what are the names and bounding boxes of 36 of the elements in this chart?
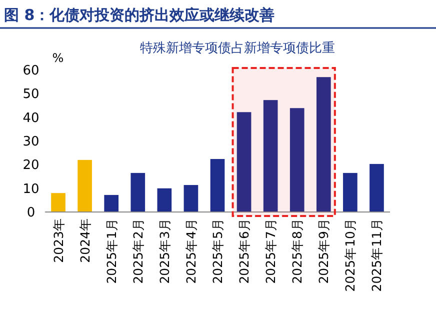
bar [263, 100, 278, 212]
bar [316, 77, 331, 212]
y-tick-label: 20 [22, 158, 40, 174]
x-tick-label: 2025年5月 [210, 218, 225, 284]
x-tick-label: 2025年6月 [236, 218, 252, 284]
x-tick-label: 2025年1月 [104, 218, 119, 284]
x-tick-label: 2025年2月 [130, 218, 146, 284]
x-tick-label: 2025年9月 [316, 218, 332, 284]
y-tick-label: 10 [22, 182, 40, 197]
x-tick-label: 2025年4月 [183, 218, 198, 284]
bar [370, 164, 384, 212]
y-tick-label: 60 [22, 64, 40, 78]
bar [290, 108, 304, 212]
y-tick-label: 30 [22, 134, 40, 150]
bar [78, 160, 92, 212]
x-tick-label: 2025年7月 [263, 218, 278, 284]
y-tick-label: 40 [22, 110, 40, 126]
x-tick-label: 2024年 [77, 218, 92, 263]
bar [210, 158, 225, 212]
bar [236, 112, 252, 212]
y-tick-label: 50 [22, 87, 40, 102]
chart-subtitle: 特殊新增专项债占新增专项债比重 [140, 41, 335, 56]
y-axis-title: % [52, 51, 64, 65]
x-tick-label: 2025年11月 [369, 218, 384, 292]
bar [130, 172, 146, 212]
bar [184, 185, 198, 212]
bar [343, 172, 358, 212]
bar [51, 193, 66, 212]
y-tick-label: 0 [26, 206, 36, 220]
x-tick-label: 2023年 [50, 218, 66, 263]
bar [104, 194, 119, 212]
x-tick-label: 2025年8月 [290, 218, 305, 284]
chart-title: 图 8：化债对投资的挤出效应或继续改善 [4, 6, 275, 24]
x-tick-label: 2025年10月 [342, 218, 358, 292]
x-tick-label: 2025年3月 [156, 218, 172, 284]
bar [157, 188, 172, 212]
